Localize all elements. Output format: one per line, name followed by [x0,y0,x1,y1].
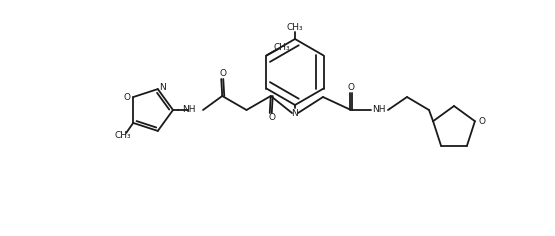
Text: NH: NH [183,105,196,114]
Text: O: O [124,93,131,101]
Text: NH: NH [372,105,386,114]
Text: CH₃: CH₃ [273,43,290,52]
Text: O: O [347,84,355,93]
Text: O: O [478,117,486,126]
Text: CH₃: CH₃ [115,131,132,140]
Text: N: N [159,83,166,92]
Text: O: O [268,114,275,122]
Text: O: O [220,69,227,79]
Text: N: N [291,109,299,118]
Text: CH₃: CH₃ [287,22,304,31]
